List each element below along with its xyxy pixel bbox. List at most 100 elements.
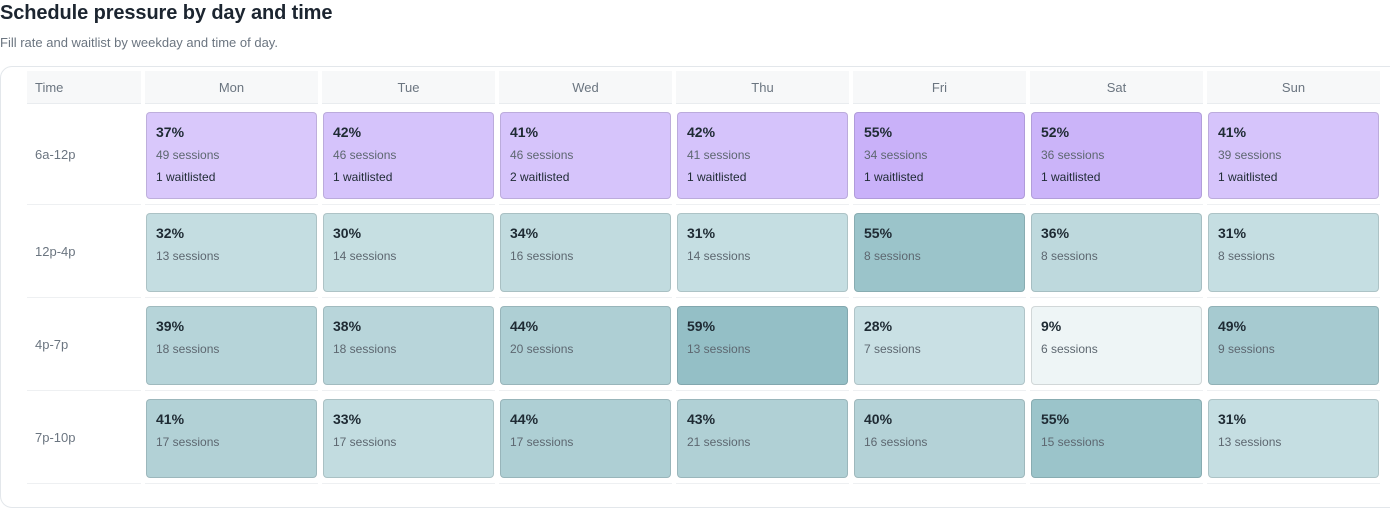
heatmap-cell-thu-4p-7p[interactable]: 59% 13 sessions xyxy=(677,306,848,385)
heatmap-cell-wed-12p-4p[interactable]: 34% 16 sessions xyxy=(500,213,671,292)
session-count: 8 sessions xyxy=(1218,249,1275,263)
heatmap-cell-mon-12p-4p[interactable]: 32% 13 sessions xyxy=(146,213,317,292)
heatmap-cell-sat-7p-10p[interactable]: 55% 15 sessions xyxy=(1031,399,1202,478)
fill-rate: 44% xyxy=(510,318,539,334)
session-count: 13 sessions xyxy=(156,249,220,263)
heatmap-cell-wrap: 44% 20 sessions xyxy=(499,298,672,391)
heatmap-cell-tue-4p-7p[interactable]: 38% 18 sessions xyxy=(323,306,494,385)
time-slot-label: 6a-12p xyxy=(27,104,141,205)
heatmap-cell-thu-7p-10p[interactable]: 43% 21 sessions xyxy=(677,399,848,478)
heatmap-cell-fri-12p-4p[interactable]: 55% 8 sessions xyxy=(854,213,1025,292)
heatmap-cell-wrap: 42% 41 sessions 1 waitlisted xyxy=(676,104,849,205)
header-row: Time Mon Tue Wed Thu Fri Sat Sun xyxy=(27,71,1380,104)
heatmap-cell-wrap: 37% 49 sessions 1 waitlisted xyxy=(145,104,318,205)
fill-rate: 28% xyxy=(864,318,893,334)
heatmap-cell-wrap: 44% 17 sessions xyxy=(499,391,672,484)
page-subtitle: Fill rate and waitlist by weekday and ti… xyxy=(0,35,278,50)
fill-rate: 49% xyxy=(1218,318,1247,334)
fill-rate: 36% xyxy=(1041,225,1070,241)
session-count: 46 sessions xyxy=(333,148,397,162)
fill-rate: 38% xyxy=(333,318,362,334)
heatmap-cell-fri-4p-7p[interactable]: 28% 7 sessions xyxy=(854,306,1025,385)
heatmap-cell-wrap: 41% 17 sessions xyxy=(145,391,318,484)
time-slot-label: 4p-7p xyxy=(27,298,141,391)
session-count: 16 sessions xyxy=(864,435,928,449)
heatmap-cell-wed-4p-7p[interactable]: 44% 20 sessions xyxy=(500,306,671,385)
heatmap-cell-thu-6a-12p[interactable]: 42% 41 sessions 1 waitlisted xyxy=(677,112,848,199)
heatmap-cell-tue-7p-10p[interactable]: 33% 17 sessions xyxy=(323,399,494,478)
session-count: 8 sessions xyxy=(864,249,921,263)
heatmap-cell-sat-12p-4p[interactable]: 36% 8 sessions xyxy=(1031,213,1202,292)
session-count: 18 sessions xyxy=(333,342,397,356)
waitlist-count: 1 waitlisted xyxy=(1218,170,1278,184)
heatmap-cell-mon-6a-12p[interactable]: 37% 49 sessions 1 waitlisted xyxy=(146,112,317,199)
waitlist-count: 1 waitlisted xyxy=(864,170,924,184)
heatmap-cell-sat-6a-12p[interactable]: 52% 36 sessions 1 waitlisted xyxy=(1031,112,1202,199)
heatmap-cell-wrap: 55% 15 sessions xyxy=(1030,391,1203,484)
heatmap-cell-wrap: 41% 46 sessions 2 waitlisted xyxy=(499,104,672,205)
heatmap-cell-wrap: 42% 46 sessions 1 waitlisted xyxy=(322,104,495,205)
session-count: 13 sessions xyxy=(1218,435,1282,449)
heatmap-cell-wrap: 38% 18 sessions xyxy=(322,298,495,391)
fill-rate: 39% xyxy=(156,318,185,334)
fill-rate: 41% xyxy=(156,411,185,427)
session-count: 36 sessions xyxy=(1041,148,1105,162)
session-count: 39 sessions xyxy=(1218,148,1282,162)
heatmap-cell-tue-6a-12p[interactable]: 42% 46 sessions 1 waitlisted xyxy=(323,112,494,199)
heatmap-cell-sun-6a-12p[interactable]: 41% 39 sessions 1 waitlisted xyxy=(1208,112,1379,199)
fill-rate: 34% xyxy=(510,225,539,241)
fill-rate: 55% xyxy=(1041,411,1070,427)
time-slot-label: 7p-10p xyxy=(27,391,141,484)
heatmap-cell-wrap: 49% 9 sessions xyxy=(1207,298,1380,391)
heatmap-cell-wrap: 33% 17 sessions xyxy=(322,391,495,484)
heatmap-cell-mon-7p-10p[interactable]: 41% 17 sessions xyxy=(146,399,317,478)
heatmap-cell-wrap: 9% 6 sessions xyxy=(1030,298,1203,391)
heatmap-cell-wed-6a-12p[interactable]: 41% 46 sessions 2 waitlisted xyxy=(500,112,671,199)
heatmap-cell-mon-4p-7p[interactable]: 39% 18 sessions xyxy=(146,306,317,385)
waitlist-count: 2 waitlisted xyxy=(510,170,570,184)
session-count: 17 sessions xyxy=(333,435,397,449)
day-header-wed: Wed xyxy=(499,71,672,104)
day-header-sun: Sun xyxy=(1207,71,1380,104)
day-header-mon: Mon xyxy=(145,71,318,104)
time-column-header: Time xyxy=(27,71,141,104)
table-row: 4p-7p 39% 18 sessions 38% 18 sessions 44% 20 s… xyxy=(27,298,1380,391)
page-title: Schedule pressure by day and time xyxy=(0,2,333,24)
schedule-heatmap-table: Time Mon Tue Wed Thu Fri Sat Sun 6a-12p 37% 49 s… xyxy=(23,71,1384,484)
fill-rate: 55% xyxy=(864,124,893,140)
heatmap-cell-tue-12p-4p[interactable]: 30% 14 sessions xyxy=(323,213,494,292)
table-row: 6a-12p 37% 49 sessions 1 waitlisted 42% 46 se… xyxy=(27,104,1380,205)
heatmap-cell-wrap: 31% 8 sessions xyxy=(1207,205,1380,298)
heatmap-cell-thu-12p-4p[interactable]: 31% 14 sessions xyxy=(677,213,848,292)
heatmap-cell-sat-4p-7p[interactable]: 9% 6 sessions xyxy=(1031,306,1202,385)
fill-rate: 41% xyxy=(510,124,539,140)
session-count: 17 sessions xyxy=(510,435,574,449)
heatmap-cell-wrap: 55% 8 sessions xyxy=(853,205,1026,298)
session-count: 21 sessions xyxy=(687,435,751,449)
day-header-tue: Tue xyxy=(322,71,495,104)
heatmap-panel: Time Mon Tue Wed Thu Fri Sat Sun 6a-12p 37% 49 s… xyxy=(0,66,1390,508)
fill-rate: 41% xyxy=(1218,124,1247,140)
heatmap-cell-sun-4p-7p[interactable]: 49% 9 sessions xyxy=(1208,306,1379,385)
heatmap-cell-fri-6a-12p[interactable]: 55% 34 sessions 1 waitlisted xyxy=(854,112,1025,199)
session-count: 14 sessions xyxy=(687,249,751,263)
fill-rate: 9% xyxy=(1041,318,1062,334)
fill-rate: 59% xyxy=(687,318,716,334)
heatmap-cell-wrap: 43% 21 sessions xyxy=(676,391,849,484)
heatmap-cell-wrap: 55% 34 sessions 1 waitlisted xyxy=(853,104,1026,205)
heatmap-cell-fri-7p-10p[interactable]: 40% 16 sessions xyxy=(854,399,1025,478)
heatmap-cell-sun-7p-10p[interactable]: 31% 13 sessions xyxy=(1208,399,1379,478)
session-count: 18 sessions xyxy=(156,342,220,356)
heatmap-cell-wrap: 34% 16 sessions xyxy=(499,205,672,298)
fill-rate: 55% xyxy=(864,225,893,241)
fill-rate: 42% xyxy=(687,124,716,140)
session-count: 46 sessions xyxy=(510,148,574,162)
heatmap-cell-wrap: 31% 14 sessions xyxy=(676,205,849,298)
fill-rate: 43% xyxy=(687,411,716,427)
heatmap-cell-wrap: 39% 18 sessions xyxy=(145,298,318,391)
session-count: 16 sessions xyxy=(510,249,574,263)
heatmap-cell-sun-12p-4p[interactable]: 31% 8 sessions xyxy=(1208,213,1379,292)
waitlist-count: 1 waitlisted xyxy=(156,170,216,184)
session-count: 20 sessions xyxy=(510,342,574,356)
heatmap-cell-wed-7p-10p[interactable]: 44% 17 sessions xyxy=(500,399,671,478)
